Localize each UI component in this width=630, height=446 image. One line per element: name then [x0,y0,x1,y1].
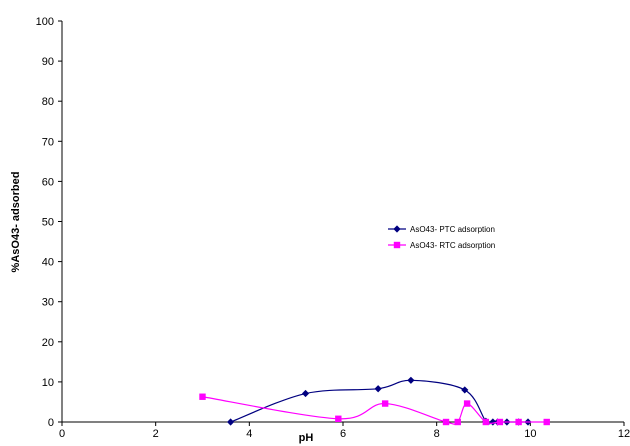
data-point [374,385,382,393]
x-tick-label: 4 [246,428,252,440]
y-tick-label: 50 [42,217,54,229]
legend-marker [393,241,401,249]
legend-item: AsO43- PTC adsorption [388,225,495,234]
data-point [543,418,550,426]
y-tick-label: 10 [42,377,54,389]
data-point [482,418,490,426]
y-tick-label: 60 [42,176,54,188]
data-point [442,418,450,426]
y-tick-label: 80 [42,96,54,108]
x-tick-label: 6 [340,428,346,440]
legend-label: AsO43- RTC adsorption [410,241,495,250]
data-point [461,386,469,394]
data-point [515,418,522,426]
data-point [463,400,471,407]
y-tick-label: 40 [42,257,54,269]
legend: AsO43- PTC adsorption AsO43- RTC adsorpti… [388,225,495,250]
y-tick-label: 90 [42,56,54,68]
series-line [202,396,547,425]
x-tick-label: 0 [59,428,65,440]
data-point [301,389,310,398]
y-tick-label: 70 [42,136,54,148]
x-tick-label: 12 [618,428,630,440]
x-tick-label: 2 [153,428,159,440]
data-point [227,418,235,426]
x-tick-label: 8 [434,428,440,440]
x-axis-ticks: 0 2 4 6 8 10 12 [59,422,630,440]
data-point [496,418,504,426]
data-point [335,415,342,422]
data-point [199,393,206,400]
y-tick-label: 20 [42,337,54,349]
data-point [454,418,461,426]
legend-marker [393,225,401,233]
y-tick-label: 100 [36,16,54,28]
series-rtc [199,393,550,426]
legend-label: AsO43- PTC adsorption [410,225,495,234]
y-axis-title: %AsO43- adsorbed [10,172,22,273]
legend-item: AsO43- RTC adsorption [388,241,495,250]
y-tick-label: 30 [42,297,54,309]
y-axis-ticks: 0 10 20 30 40 50 60 70 80 90 100 [36,16,62,429]
x-axis-title: pH [299,432,314,444]
x-tick-label: 10 [524,428,536,440]
series-layer [199,376,550,426]
series-ptc [227,376,532,426]
data-point [381,400,389,407]
data-point [407,376,415,384]
y-tick-label: 0 [48,417,54,429]
